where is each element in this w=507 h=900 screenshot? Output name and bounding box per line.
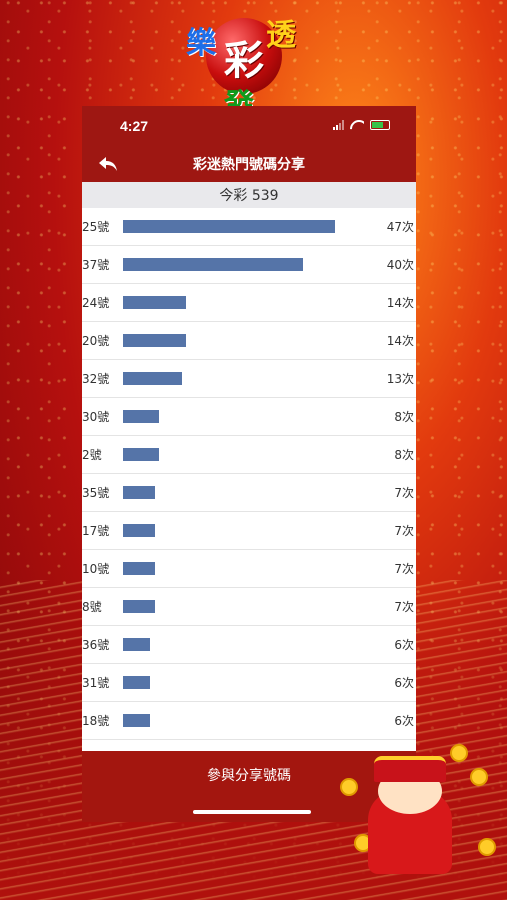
chart-row: 25號 47次 [82,208,416,246]
count-label: 6次 [394,638,414,652]
count-label: 47次 [386,220,414,234]
number-label: 10號 [82,562,110,576]
page-title: 彩迷熱門號碼分享 [193,157,305,173]
count-label: 7次 [394,600,414,614]
status-bar: 4:27 [82,106,416,146]
count-label: 13次 [386,372,414,386]
count-label: 8次 [394,410,414,424]
number-label: 37號 [82,258,110,272]
nav-bar: 彩迷熱門號碼分享 [82,146,416,182]
logo-char-2: 彩 [224,37,264,84]
chart-row: 35號 7次 [82,474,416,512]
chart-row: 8號 7次 [82,588,416,626]
number-label: 35號 [82,486,110,500]
frequency-bar [123,676,150,689]
count-label: 6次 [394,714,414,728]
share-number-button[interactable]: 參與分享號碼 [207,768,291,784]
frequency-bar [123,258,303,271]
number-label: 20號 [82,334,110,348]
number-label: 24號 [82,296,110,310]
number-label: 8號 [82,600,102,614]
logo-ball [206,18,282,94]
phone-screen: 4:27 彩迷熱門號碼分享 今彩 539 25號 47次 37號 40次 24號 14次 2… [82,106,416,822]
number-label: 18號 [82,714,110,728]
count-label: 8次 [394,448,414,462]
frequency-bar [123,638,150,651]
chart-row: 2號 8次 [82,436,416,474]
signal-icon [333,120,344,130]
status-time: 4:27 [120,118,149,134]
logo-char-3: 透 [266,18,296,53]
number-label: 17號 [82,524,110,538]
frequency-bar [123,372,182,385]
chart-row: 20號 14次 [82,322,416,360]
number-label: 36號 [82,638,110,652]
chart-row: 37號 40次 [82,246,416,284]
chart-row: 17號 7次 [82,512,416,550]
number-label: 32號 [82,372,110,386]
count-label: 7次 [394,524,414,538]
count-label: 7次 [394,486,414,500]
count-label: 14次 [386,296,414,310]
frequency-bar [123,448,159,461]
status-icons [333,120,390,130]
logo-char-1: 樂 [186,26,216,61]
fortune-god-illustration [330,738,500,888]
count-label: 7次 [394,562,414,576]
frequency-bar [123,524,155,537]
count-label: 6次 [394,676,414,690]
frequency-bar [123,562,155,575]
home-indicator [193,810,311,814]
chart-row: 30號 8次 [82,398,416,436]
chart-row: 36號 6次 [82,626,416,664]
frequency-bar [123,334,186,347]
frequency-bar [123,220,335,233]
chart-row: 31號 6次 [82,664,416,702]
number-label: 25號 [82,220,110,234]
count-label: 14次 [386,334,414,348]
chart-row: 24號 14次 [82,284,416,322]
frequency-bar [123,486,155,499]
frequency-bar [123,296,186,309]
frequency-bar [123,714,150,727]
chart-row: 18號 6次 [82,702,416,740]
chart-row: 10號 7次 [82,550,416,588]
back-arrow-icon[interactable] [96,152,120,176]
app-logo: 樂 彩 透 發 [184,4,304,123]
frequency-bar [123,410,159,423]
lottery-name: 今彩 539 [82,182,416,208]
number-frequency-chart: 25號 47次 37號 40次 24號 14次 20號 14次 32號 13次 30號 8次 2號 8次 3… [82,208,416,740]
battery-icon [370,120,390,130]
chart-row: 32號 13次 [82,360,416,398]
number-label: 31號 [82,676,110,690]
number-label: 30號 [82,410,110,424]
number-label: 2號 [82,448,102,462]
wifi-icon [350,120,364,130]
frequency-bar [123,600,155,613]
count-label: 40次 [386,258,414,272]
footer-bar: 參與分享號碼 [82,751,416,822]
